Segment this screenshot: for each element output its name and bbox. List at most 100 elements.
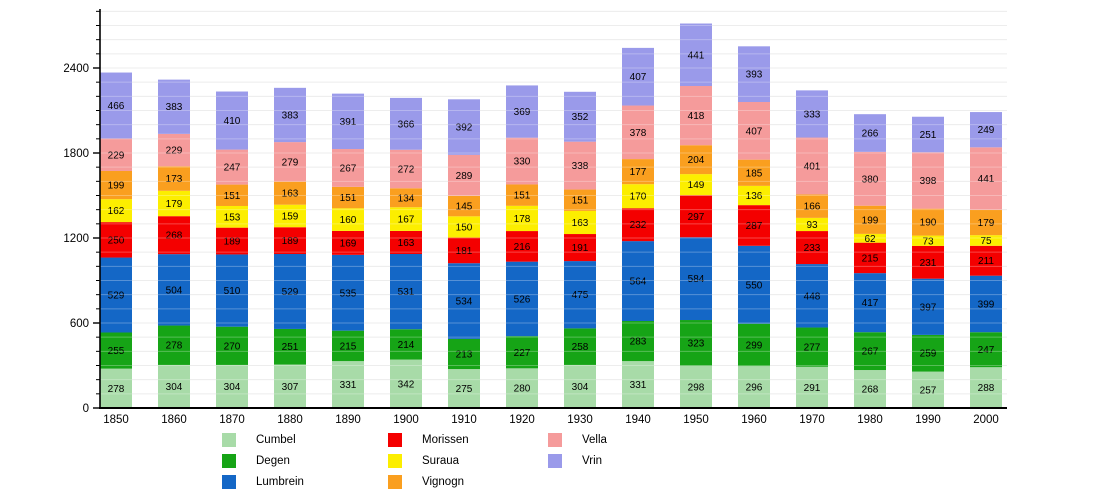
- bar-segment-value: 151: [514, 191, 531, 202]
- bar-segment-vrin-1990: [912, 116, 944, 153]
- bar-segment-value: 378: [630, 128, 647, 139]
- bar-segment-value: 279: [282, 157, 299, 168]
- bar-segment-cumbel-1950: [680, 365, 712, 408]
- legend-item-suraua: Suraua: [388, 450, 469, 471]
- bar-segment-value: 266: [862, 129, 879, 140]
- bar-segment-vella-1980: [854, 151, 886, 206]
- bar-segment-value: 307: [282, 382, 299, 393]
- bar-segment-value: 163: [398, 238, 415, 249]
- bar-segment-value: 298: [688, 382, 705, 393]
- bar-segment-value: 392: [456, 123, 473, 134]
- bar-segment-value: 391: [340, 117, 357, 128]
- bar-segment-cumbel-1940: [622, 361, 654, 408]
- bar-segment-value: 383: [166, 102, 183, 113]
- bar-segment-vrin-1930: [564, 91, 596, 142]
- bar-segment-value: 93: [806, 220, 818, 231]
- bar-segment-value: 401: [804, 161, 821, 172]
- bar-segment-vella-1910: [448, 154, 480, 196]
- bar-segment-value: 529: [108, 291, 125, 302]
- x-axis-tick-label: 1990: [915, 414, 941, 426]
- bar-segment-value: 268: [862, 385, 879, 396]
- bar-segment-vella-1970: [796, 137, 828, 195]
- bar-segment-degen-1990: [912, 334, 944, 372]
- bar-segment-value: 366: [398, 119, 415, 130]
- x-axis-tick-label: 1910: [451, 414, 477, 426]
- bar-segment-value: 233: [804, 243, 821, 254]
- bar-segment-vella-1900: [390, 149, 422, 189]
- bar-segment-value: 247: [978, 345, 995, 356]
- x-axis-tick-label: 1860: [161, 414, 187, 426]
- bar-segment-value: 163: [282, 189, 299, 200]
- x-axis-tick-label: 1960: [741, 414, 767, 426]
- bar-segment-value: 380: [862, 174, 879, 185]
- bar-segment-lumbrein-1860: [158, 254, 190, 326]
- bar-segment-degen-1940: [622, 321, 654, 362]
- bar-segment-value: 342: [398, 379, 415, 390]
- bar-segment-value: 584: [688, 274, 705, 285]
- bar-segment-cumbel-1980: [854, 370, 886, 408]
- bar-segment-value: 407: [630, 72, 647, 83]
- legend-item-vella: Vella: [548, 429, 607, 450]
- y-axis-tick-label: 1800: [63, 148, 89, 160]
- bar-segment-value: 289: [456, 171, 473, 182]
- bar-segment-value: 151: [224, 191, 241, 202]
- legend-swatch-vrin: [548, 453, 562, 468]
- legend-item-morissen: Morissen: [388, 429, 469, 450]
- x-axis-tick-label: 1890: [335, 414, 361, 426]
- bar-segment-value: 159: [282, 211, 299, 222]
- bar-segment-value: 167: [398, 215, 415, 226]
- y-axis-tick-label: 2400: [63, 63, 89, 75]
- bar-segment-value: 397: [920, 302, 937, 313]
- bar-segment-suraua-1930: [564, 210, 596, 235]
- bar-segment-vella-1850: [100, 138, 132, 171]
- bar-segment-lumbrein-1940: [622, 241, 654, 322]
- bar-segment-morissen-1850: [100, 222, 132, 258]
- bar-segment-vrin-1920: [506, 85, 538, 138]
- bar-segment-cumbel-1910: [448, 369, 480, 408]
- bar-segment-value: 163: [572, 218, 589, 229]
- bar-segment-vella-1880: [274, 142, 306, 182]
- bar-segment-value: 214: [398, 340, 415, 351]
- legend-item-vignogn: Vignogn: [388, 471, 469, 492]
- bar-segment-value: 204: [688, 155, 705, 166]
- bar-segment-value: 338: [572, 161, 589, 172]
- x-axis-tick-label: 1880: [277, 414, 303, 426]
- bar-segment-lumbrein-1980: [854, 273, 886, 333]
- bar-segment-morissen-1900: [390, 230, 422, 255]
- bar-segment-value: 267: [862, 347, 879, 358]
- bar-segment-vignogn-1900: [390, 188, 422, 208]
- bar-segment-degen-1870: [216, 326, 248, 365]
- legend-swatch-lumbrein: [222, 474, 236, 489]
- bar-segment-lumbrein-1930: [564, 261, 596, 329]
- bar-segment-vrin-1910: [448, 99, 480, 155]
- legend-item-degen: Degen: [222, 450, 304, 471]
- legend-swatch-cumbel: [222, 432, 236, 447]
- bar-segment-value: 287: [746, 221, 763, 232]
- bar-segment-cumbel-2000: [970, 367, 1002, 408]
- bar-segment-cumbel-1960: [738, 366, 770, 408]
- bar-segment-value: 258: [572, 342, 589, 353]
- bar-segment-value: 162: [108, 206, 125, 217]
- bar-segment-cumbel-1890: [332, 361, 364, 408]
- bar-segment-value: 323: [688, 338, 705, 349]
- bar-segment-morissen-1950: [680, 195, 712, 238]
- bar-segment-value: 291: [804, 383, 821, 394]
- bar-segment-value: 150: [456, 222, 473, 233]
- bar-segment-vella-1950: [680, 85, 712, 146]
- bar-segment-value: 526: [514, 294, 531, 305]
- bar-segment-value: 169: [340, 238, 357, 249]
- bar-segment-degen-1960: [738, 323, 770, 367]
- bar-segment-value: 330: [514, 157, 531, 168]
- bar-segment-value: 181: [456, 246, 473, 257]
- bar-segment-degen-1860: [158, 325, 190, 365]
- bar-segment-vignogn-1950: [680, 145, 712, 175]
- bar-segment-value: 299: [746, 340, 763, 351]
- bar-segment-value: 213: [456, 349, 473, 360]
- y-axis-tick-label: 600: [70, 318, 89, 330]
- legend-label: Vignogn: [422, 475, 464, 488]
- legend-column: Morissen Suraua Vignogn: [388, 429, 469, 492]
- bar-segment-suraua-1880: [274, 204, 306, 228]
- bar-segment-value: 278: [108, 384, 125, 395]
- bar-segment-value: 145: [456, 202, 473, 213]
- bar-segment-lumbrein-2000: [970, 275, 1002, 333]
